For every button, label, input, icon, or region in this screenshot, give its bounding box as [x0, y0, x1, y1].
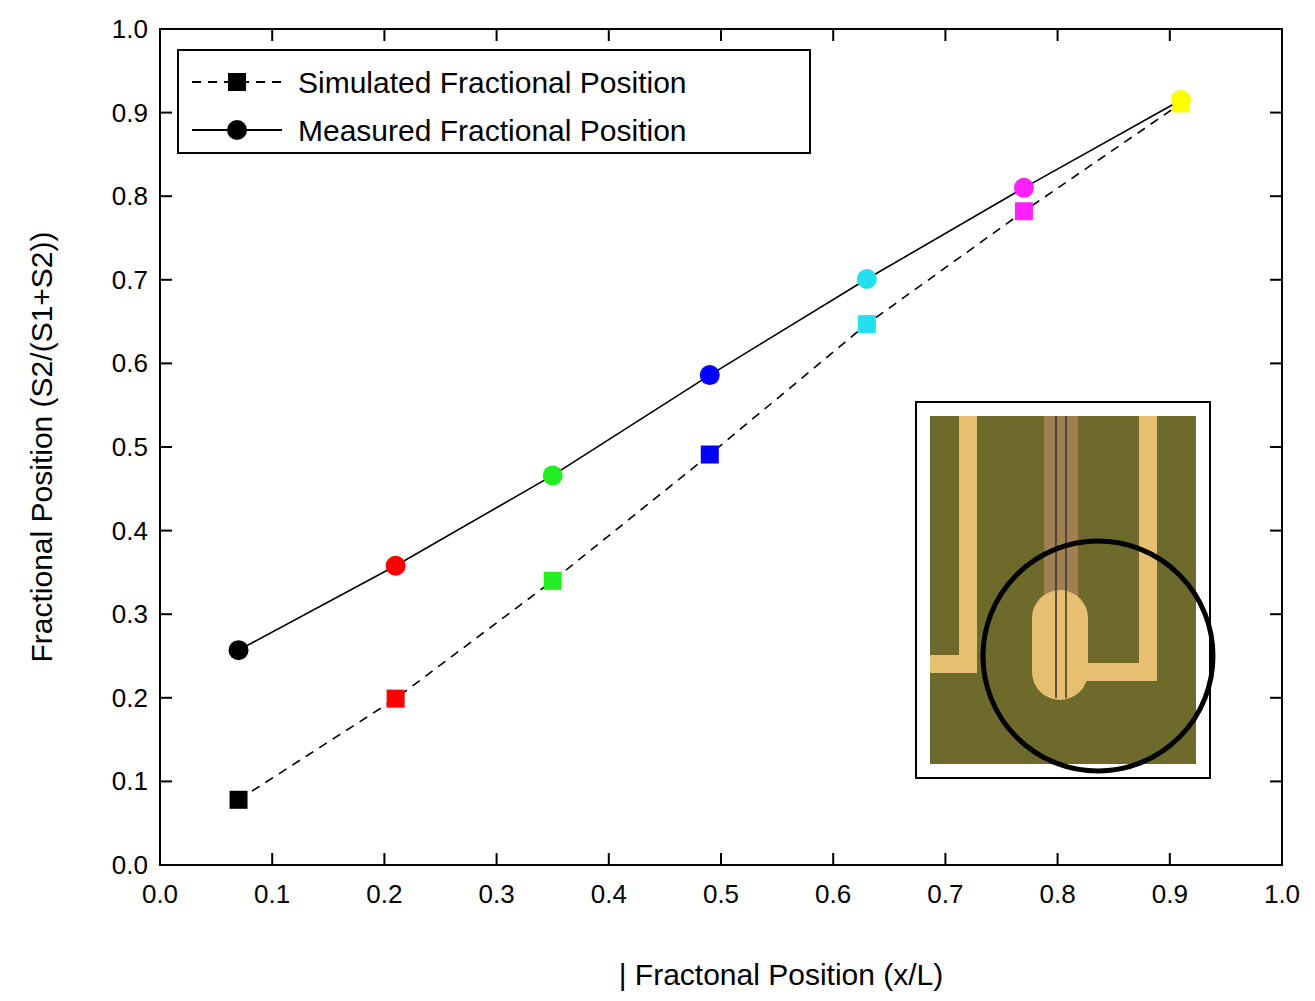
x-tick-top [159, 29, 161, 41]
data-point [701, 446, 719, 464]
x-tick [720, 853, 722, 865]
y-tick [160, 112, 172, 114]
x-tick-label: 0.8 [1040, 879, 1076, 909]
x-tick-label: 0.2 [366, 879, 402, 909]
data-point [858, 315, 876, 333]
x-tick-top [1281, 29, 1283, 41]
data-point [700, 365, 720, 385]
y-tick-right [1270, 279, 1282, 281]
x-tick [271, 853, 273, 865]
y-tick-label: 0.9 [112, 98, 148, 128]
x-tick-top [832, 29, 834, 41]
inset-photo [930, 416, 1196, 764]
y-tick-label: 0.3 [112, 599, 148, 629]
x-tick-top [271, 29, 273, 41]
data-point [543, 465, 563, 485]
y-axis-title: Fractional Position (S2/(S1+S2)) [25, 231, 58, 662]
legend-marker [227, 120, 247, 140]
inset-pad [1032, 590, 1088, 700]
plot-frame [160, 29, 1282, 865]
x-tick [383, 853, 385, 865]
x-tick [1281, 853, 1283, 865]
x-tick-top [720, 29, 722, 41]
y-tick [160, 446, 172, 448]
x-tick [608, 853, 610, 865]
x-tick [496, 853, 498, 865]
data-point [857, 269, 877, 289]
data-group [229, 90, 1191, 809]
y-tick-right [1270, 530, 1282, 532]
y-tick [160, 613, 172, 615]
y-tick-right [1270, 446, 1282, 448]
x-tick-label: 0.3 [479, 879, 515, 909]
x-tick-label: 0.4 [591, 879, 627, 909]
inset-frame [916, 402, 1210, 778]
y-tick [160, 28, 172, 30]
x-tick-label: 0.5 [703, 879, 739, 909]
data-point [544, 572, 562, 590]
y-tick-right [1270, 362, 1282, 364]
y-tick [160, 279, 172, 281]
y-tick-label: 0.0 [112, 850, 148, 880]
y-tick-label: 0.2 [112, 683, 148, 713]
x-tick-top [944, 29, 946, 41]
x-tick [832, 853, 834, 865]
data-point [229, 640, 249, 660]
x-tick-label: 0.0 [142, 879, 178, 909]
x-tick [1057, 853, 1059, 865]
series-line [239, 103, 1181, 799]
x-tick-top [1057, 29, 1059, 41]
data-point [1014, 178, 1034, 198]
y-tick-label: 0.4 [112, 516, 148, 546]
y-tick-right [1270, 780, 1282, 782]
y-tick-label: 0.7 [112, 265, 148, 295]
x-tick [1169, 853, 1171, 865]
legend-box [178, 50, 810, 153]
chart: 0.0 0.1 0.2 0.3 0.4 0.5 0.6 0.7 0.8 0.9 1.0 0.0 0.1 0… [0, 0, 1315, 1001]
y-tick-label: 0.6 [112, 348, 148, 378]
y-tick-right [1270, 112, 1282, 114]
y-tick [160, 195, 172, 197]
y-tick-label: 1.0 [112, 14, 148, 44]
x-tick-label: 1.0 [1264, 879, 1300, 909]
series-line [239, 100, 1181, 650]
data-point [1015, 202, 1033, 220]
legend-label: Simulated Fractional Position [298, 66, 687, 99]
x-tick-top [496, 29, 498, 41]
y-tick-label: 0.8 [112, 181, 148, 211]
data-point [1171, 90, 1191, 110]
y-tick-right [1270, 613, 1282, 615]
y-tick-label: 0.5 [112, 432, 148, 462]
x-tick [944, 853, 946, 865]
inset-edge [1065, 416, 1067, 698]
y-tick [160, 697, 172, 699]
y-tick-right [1270, 697, 1282, 699]
y-tick [160, 362, 172, 364]
data-point [230, 791, 248, 809]
y-tick-right [1270, 864, 1282, 866]
legend-marker [228, 73, 246, 91]
x-tick-label: 0.9 [1152, 879, 1188, 909]
legend-label: Measured Fractional Position [298, 114, 687, 147]
y-tick [160, 530, 172, 532]
x-tick [159, 853, 161, 865]
data-point [386, 556, 406, 576]
y-tick-label: 0.1 [112, 766, 148, 796]
x-tick-top [1169, 29, 1171, 41]
x-tick-label: 0.6 [815, 879, 851, 909]
inset-edge [1055, 416, 1057, 698]
x-tick-label: 0.1 [254, 879, 290, 909]
y-tick-right [1270, 195, 1282, 197]
y-tick-right [1270, 28, 1282, 30]
x-tick-label: 0.7 [927, 879, 963, 909]
inset-trace [930, 416, 968, 664]
x-axis-title: | Fractonal Position (x/L) [619, 958, 944, 991]
x-tick-top [608, 29, 610, 41]
x-tick-top [383, 29, 385, 41]
y-tick [160, 780, 172, 782]
y-tick [160, 864, 172, 866]
data-point [387, 690, 405, 708]
inset-circle [983, 541, 1213, 771]
